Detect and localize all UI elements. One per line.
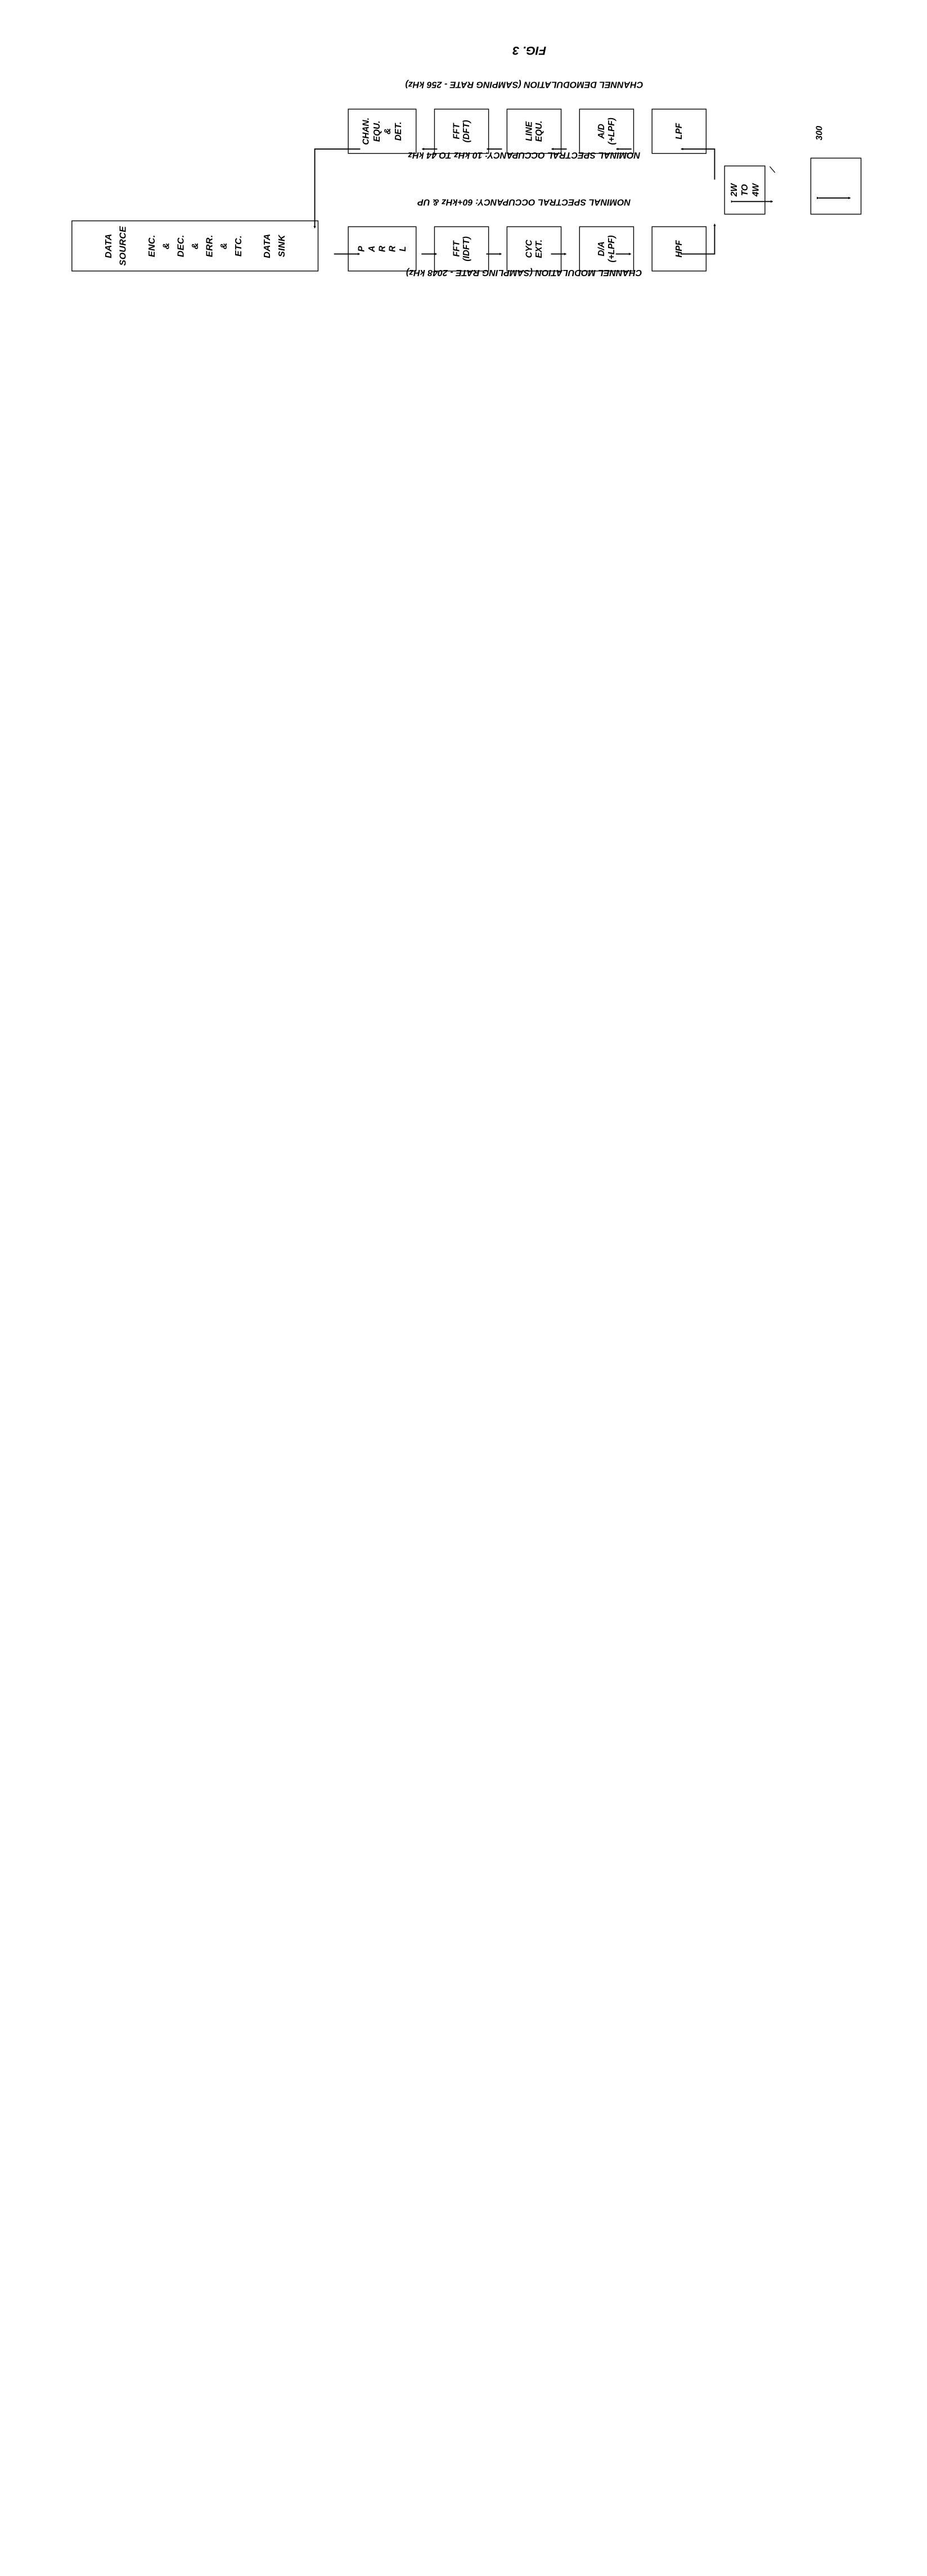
line-interface-block (811, 157, 862, 214)
adsl-block-diagram: DATA SOURCE ENC. & DEC. & ERR. & ETC. DA… (22, 22, 904, 297)
block-text: P A R R L (356, 246, 408, 252)
figure-caption: FIG. 3 (512, 44, 546, 58)
hybrid-block: 2W TO 4W (724, 165, 765, 214)
callout-300: 300 (804, 126, 834, 150)
block-text: 2W TO 4W (728, 183, 760, 196)
label-text: CHANNEL MODULATION (SAMPLING RATE - 2048… (406, 268, 642, 278)
tx-spectral-occupancy-label: NOMINAL SPECTRAL OCCUPANCY: 60+kHz & UP (356, 187, 703, 218)
caption-text: FIG. 3 (512, 44, 546, 57)
block-text: LINE EQU. (524, 121, 544, 142)
block-text: HPF (674, 240, 684, 258)
callout-text: 300 (814, 126, 824, 141)
block-text: CYC EXT. (524, 240, 544, 258)
label-text: CHANNEL DEMODULATION (SAMPING RATE - 256… (405, 80, 643, 90)
label-text: NOMINAL SPECTRAL OCCUPANCY: 60+kHz & UP (417, 197, 631, 208)
data-source-sink-block: DATA SOURCE ENC. & DEC. & ERR. & ETC. DA… (71, 220, 318, 272)
block-text: LPF (674, 123, 684, 139)
rx-spectral-occupancy-label: NOMINAL SPECTRAL OCCUPANCY: 10 kHz TO 44… (356, 139, 703, 171)
label-text: NOMINAL SPECTRAL OCCUPANCY: 10 kHz TO 44… (408, 151, 640, 161)
channel-modulation-label: CHANNEL MODULATION (SAMPLING RATE - 2048… (356, 257, 703, 289)
channel-demodulation-label: CHANNEL DEMODULATION (SAMPING RATE - 256… (356, 69, 703, 101)
block-text: DATA SOURCE ENC. & DEC. & ERR. & ETC. DA… (101, 226, 289, 266)
